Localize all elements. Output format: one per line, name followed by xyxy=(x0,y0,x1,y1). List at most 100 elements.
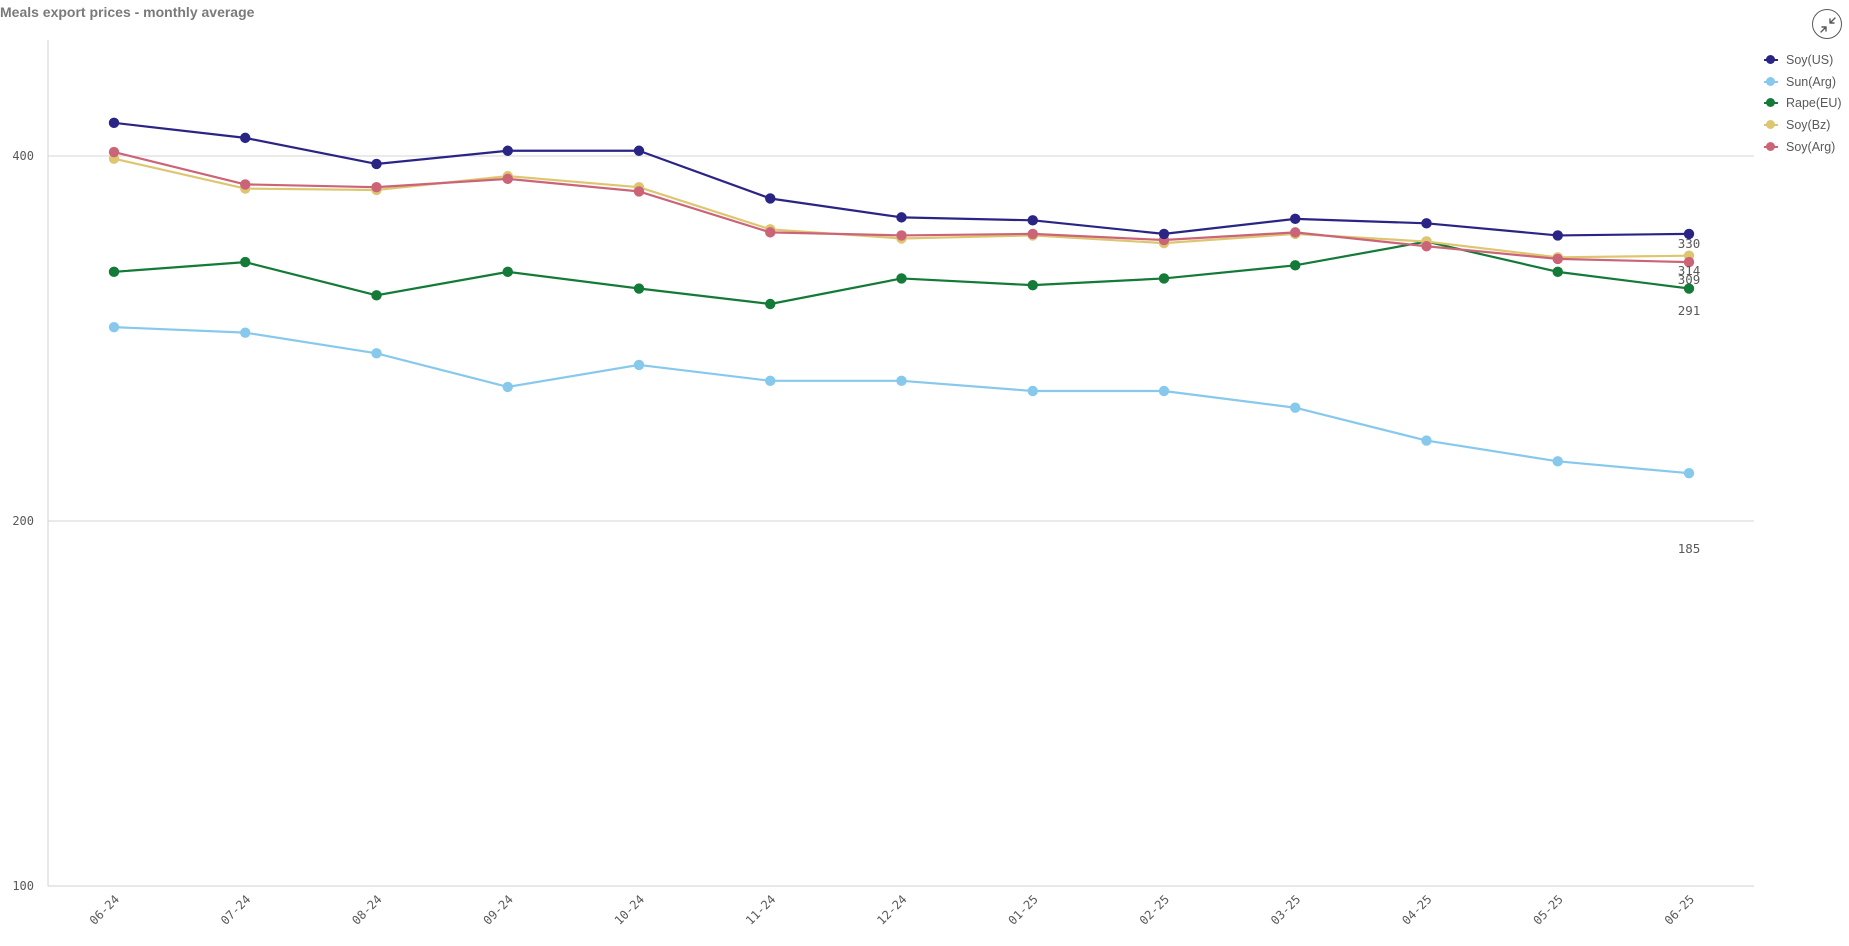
data-point xyxy=(633,283,645,294)
x-tick-label: 11-24 xyxy=(743,892,778,927)
collapse-arrows-icon xyxy=(1820,17,1836,33)
legend-dot xyxy=(1766,142,1775,152)
data-point xyxy=(765,298,776,310)
data-point xyxy=(1027,228,1038,240)
data-point xyxy=(371,290,382,301)
y-tick-label: 100 xyxy=(12,879,34,893)
legend-label: Soy(Bz) xyxy=(1786,118,1831,133)
data-point xyxy=(1027,385,1038,397)
data-point xyxy=(633,145,645,156)
data-point xyxy=(1552,266,1563,278)
data-point xyxy=(896,230,907,241)
data-label: 185 xyxy=(1678,541,1701,556)
y-tick-label: 400 xyxy=(12,149,34,163)
data-point xyxy=(896,273,907,284)
data-point xyxy=(371,348,382,359)
legend-item-rape-eu[interactable]: Rape(EU) xyxy=(1764,93,1842,115)
series-line xyxy=(113,326,1690,475)
data-point xyxy=(1290,260,1301,271)
data-point xyxy=(1683,256,1695,268)
x-tick-label: 08-24 xyxy=(349,892,384,927)
data-point xyxy=(1552,456,1563,467)
data-point xyxy=(1421,218,1432,229)
data-point xyxy=(1027,279,1038,291)
series-rape-eu xyxy=(108,236,1695,310)
data-point xyxy=(765,193,776,204)
data-point xyxy=(371,158,382,170)
data-point xyxy=(765,227,776,238)
data-point xyxy=(1158,273,1170,284)
data-point xyxy=(1158,385,1170,397)
legend-dot xyxy=(1766,98,1775,108)
data-point xyxy=(896,212,907,223)
legend-dot xyxy=(1766,54,1775,64)
data-label: 314 xyxy=(1678,263,1701,278)
legend-item-soy-us[interactable]: Soy(US) xyxy=(1764,49,1842,71)
data-point xyxy=(1552,253,1563,265)
series-line xyxy=(113,240,1690,306)
data-point xyxy=(1158,228,1170,240)
legend-label: Soy(Arg) xyxy=(1786,140,1836,155)
data-point xyxy=(765,375,776,387)
data-point xyxy=(1421,435,1432,446)
legend-label: Rape(EU) xyxy=(1786,96,1842,111)
series-sun-arg xyxy=(108,321,1695,479)
legend-marker-icon xyxy=(1764,98,1778,108)
data-label: 309 xyxy=(1678,272,1701,287)
legend-marker-icon xyxy=(1764,120,1778,130)
x-tick-label: 02-25 xyxy=(1137,892,1172,927)
legend-item-soy-bz[interactable]: Soy(Bz) xyxy=(1764,114,1842,136)
data-point xyxy=(108,117,120,129)
data-point xyxy=(1421,241,1432,252)
data-point xyxy=(1290,213,1301,225)
y-tick-label: 200 xyxy=(12,514,34,528)
legend-dot xyxy=(1766,120,1775,130)
series-soy-bz xyxy=(108,153,1695,263)
data-point xyxy=(240,256,251,268)
x-tick-label: 04-25 xyxy=(1399,892,1434,927)
chart-title: Meals export prices - monthly average xyxy=(0,4,255,20)
data-point xyxy=(240,179,251,190)
data-point xyxy=(108,266,120,278)
legend: Soy(US) Sun(Arg) Rape(EU) Soy(Bz) Soy(Ar… xyxy=(1764,49,1842,158)
data-point xyxy=(502,173,513,185)
data-point xyxy=(633,359,645,371)
legend-label: Sun(Arg) xyxy=(1786,74,1837,89)
legend-label: Soy(US) xyxy=(1786,52,1834,67)
legend-marker-icon xyxy=(1764,142,1778,152)
data-point xyxy=(1683,468,1695,479)
x-tick-label: 05-25 xyxy=(1530,892,1565,927)
legend-item-soy-arg[interactable]: Soy(Arg) xyxy=(1764,136,1842,158)
x-tick-label: 01-25 xyxy=(1005,892,1040,927)
data-point xyxy=(1552,230,1563,241)
data-point xyxy=(1683,283,1695,294)
x-tick-label: 03-25 xyxy=(1268,892,1303,927)
data-point xyxy=(108,321,120,333)
x-tick-label: 07-24 xyxy=(218,892,253,927)
legend-marker-icon xyxy=(1764,76,1778,87)
x-tick-label: 09-24 xyxy=(480,892,515,927)
x-tick-label: 12-24 xyxy=(874,892,909,927)
legend-dot xyxy=(1766,76,1775,86)
data-point xyxy=(1290,227,1301,238)
data-label: 330 xyxy=(1678,236,1701,251)
legend-item-sun-arg[interactable]: Sun(Arg) xyxy=(1764,71,1842,93)
data-point xyxy=(1683,228,1695,240)
data-point xyxy=(1290,402,1301,413)
data-point xyxy=(240,132,251,144)
data-point xyxy=(371,181,382,193)
data-point xyxy=(1027,215,1038,226)
series-soy-us xyxy=(108,117,1695,241)
data-point xyxy=(896,375,907,387)
data-point xyxy=(633,186,645,197)
data-point xyxy=(502,145,513,156)
series-soy-arg xyxy=(108,146,1695,268)
exit-fullscreen-button[interactable] xyxy=(1812,9,1842,39)
data-point xyxy=(108,146,120,158)
legend-marker-icon xyxy=(1764,54,1778,65)
data-point xyxy=(240,327,251,338)
data-point xyxy=(502,266,513,278)
data-label: 291 xyxy=(1678,303,1701,318)
data-point xyxy=(502,381,513,393)
